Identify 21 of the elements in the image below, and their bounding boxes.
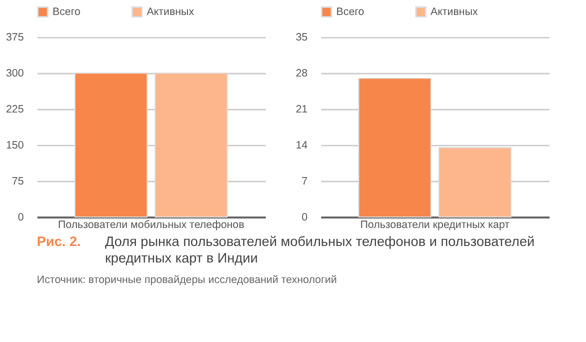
- x-tick-label: Пользователи кредитных карт: [360, 219, 510, 232]
- y-tick-label: 75: [12, 175, 24, 188]
- y-tick-label: 14: [296, 139, 308, 152]
- legend-label: Всего: [52, 6, 81, 18]
- x-tick-label: Пользователи мобильных телефонов: [58, 219, 245, 232]
- text: Доля рынка пользователей мобильных телефонов и пользователей кредитных карт в Индии: [104, 234, 535, 266]
- text: Источник: вторичные провайдеры исследований технологий: [36, 274, 337, 286]
- text: Рис. 2.: [36, 234, 81, 250]
- legend-label: Активных: [430, 6, 478, 18]
- y-tick-label: 35: [296, 32, 308, 44]
- legend-label: Активных: [146, 6, 195, 18]
- y-tick-label: 0: [18, 211, 24, 224]
- y-tick-label: 375: [6, 32, 24, 44]
- legend-label: Всего: [336, 6, 364, 18]
- y-tick-label: 28: [296, 68, 308, 80]
- y-tick-label: 7: [302, 175, 308, 188]
- y-tick-label: 0: [302, 211, 308, 224]
- y-tick-label: 21: [296, 104, 308, 116]
- y-tick-label: 300: [6, 68, 24, 80]
- y-tick-label: 150: [6, 139, 24, 152]
- y-tick-label: 225: [6, 104, 24, 116]
